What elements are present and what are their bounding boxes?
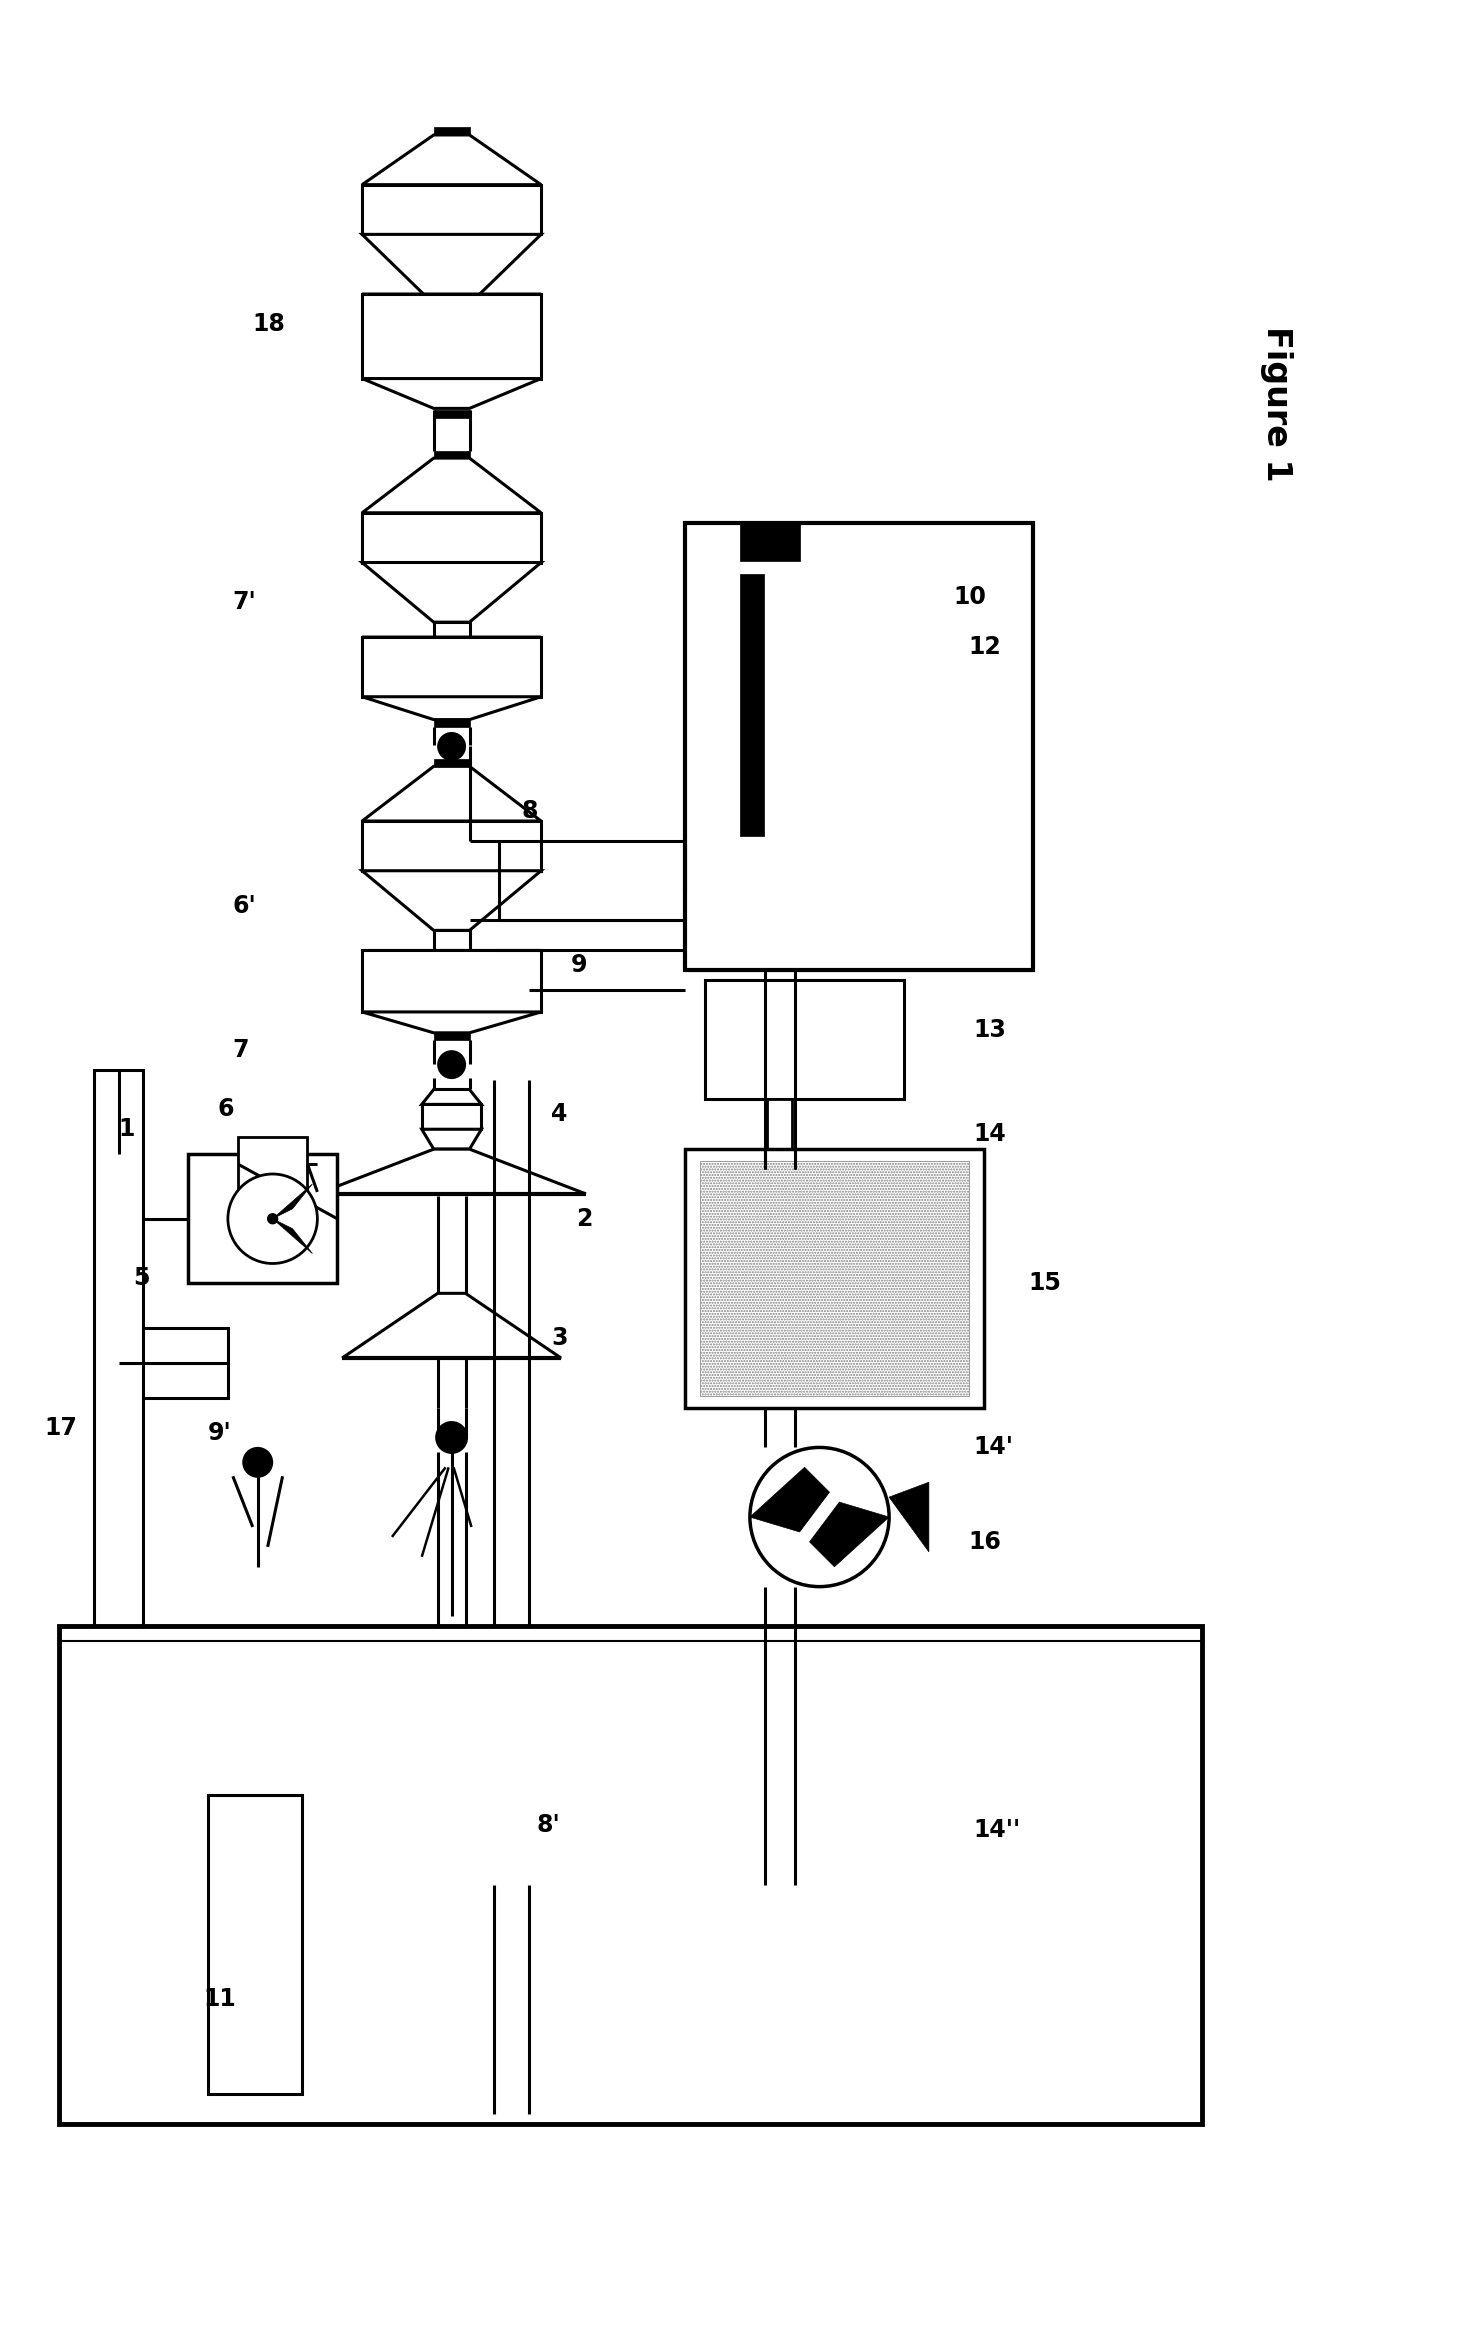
Bar bbox=[433, 451, 470, 458]
Bar bbox=[433, 622, 470, 641]
Text: 5: 5 bbox=[133, 1266, 149, 1290]
Bar bbox=[238, 1137, 307, 1191]
Text: 17: 17 bbox=[44, 1416, 78, 1440]
Circle shape bbox=[244, 1449, 272, 1475]
Bar bbox=[421, 1104, 481, 1130]
Text: 10: 10 bbox=[954, 585, 986, 608]
Bar bbox=[363, 822, 541, 871]
Polygon shape bbox=[363, 698, 541, 719]
Text: 9: 9 bbox=[571, 954, 588, 977]
Polygon shape bbox=[363, 637, 541, 641]
Text: 14': 14' bbox=[973, 1435, 1014, 1459]
Text: 16: 16 bbox=[969, 1529, 1002, 1555]
Text: 7: 7 bbox=[233, 1038, 249, 1062]
Text: 8: 8 bbox=[521, 799, 538, 822]
Bar bbox=[740, 524, 800, 561]
Bar bbox=[705, 980, 904, 1099]
Text: 14: 14 bbox=[973, 1123, 1007, 1146]
Text: 6: 6 bbox=[218, 1097, 234, 1120]
Bar bbox=[94, 1069, 143, 1647]
Bar bbox=[433, 127, 470, 134]
Polygon shape bbox=[890, 1482, 929, 1553]
Bar bbox=[685, 1149, 983, 1407]
Bar bbox=[59, 1626, 1203, 2123]
Text: 8': 8' bbox=[535, 1813, 560, 1837]
Bar bbox=[433, 719, 470, 726]
Bar bbox=[433, 1034, 470, 1041]
Bar bbox=[767, 1099, 791, 1170]
Bar bbox=[433, 411, 470, 418]
Polygon shape bbox=[272, 1219, 313, 1254]
Text: Figure 1: Figure 1 bbox=[1261, 327, 1293, 482]
Bar bbox=[701, 1160, 969, 1395]
Text: 7': 7' bbox=[233, 590, 256, 615]
Text: 9': 9' bbox=[208, 1421, 231, 1445]
Polygon shape bbox=[421, 1090, 481, 1104]
Text: 1: 1 bbox=[119, 1118, 135, 1142]
Polygon shape bbox=[363, 1012, 541, 1034]
Polygon shape bbox=[363, 134, 541, 186]
Bar bbox=[119, 1327, 228, 1398]
Bar bbox=[433, 930, 470, 951]
Bar bbox=[363, 951, 541, 1012]
Bar bbox=[189, 1846, 278, 2123]
Bar bbox=[363, 637, 541, 698]
Bar bbox=[433, 324, 470, 343]
Bar bbox=[208, 1795, 303, 2093]
Polygon shape bbox=[363, 561, 541, 622]
Text: 4: 4 bbox=[552, 1102, 568, 1125]
Polygon shape bbox=[751, 1468, 830, 1532]
Circle shape bbox=[439, 1052, 465, 1078]
Polygon shape bbox=[342, 1294, 560, 1358]
Polygon shape bbox=[317, 1149, 585, 1193]
Polygon shape bbox=[363, 458, 541, 512]
Text: 12: 12 bbox=[969, 634, 1001, 660]
Circle shape bbox=[228, 1174, 317, 1264]
Circle shape bbox=[439, 733, 465, 759]
Text: 2: 2 bbox=[576, 1207, 593, 1231]
Polygon shape bbox=[363, 235, 541, 303]
Bar bbox=[685, 524, 1033, 970]
Polygon shape bbox=[363, 294, 541, 343]
Polygon shape bbox=[363, 766, 541, 822]
Bar bbox=[363, 294, 541, 378]
Polygon shape bbox=[421, 1130, 481, 1149]
Bar bbox=[433, 759, 470, 766]
Text: 18: 18 bbox=[253, 312, 285, 336]
Text: 3: 3 bbox=[552, 1327, 568, 1351]
Text: 13: 13 bbox=[973, 1017, 1007, 1043]
Bar bbox=[363, 186, 541, 235]
Text: 14'': 14'' bbox=[973, 1818, 1021, 1842]
Text: 15: 15 bbox=[1028, 1271, 1061, 1294]
Polygon shape bbox=[272, 1184, 313, 1219]
Polygon shape bbox=[363, 871, 541, 930]
Circle shape bbox=[751, 1447, 890, 1586]
Bar bbox=[363, 512, 541, 561]
Polygon shape bbox=[363, 378, 541, 409]
Bar bbox=[189, 1153, 338, 1283]
Circle shape bbox=[268, 1214, 278, 1224]
Text: 6': 6' bbox=[233, 893, 256, 918]
Bar bbox=[740, 573, 764, 836]
Text: 11: 11 bbox=[203, 1987, 236, 2011]
Polygon shape bbox=[809, 1501, 890, 1567]
Circle shape bbox=[436, 1423, 467, 1452]
